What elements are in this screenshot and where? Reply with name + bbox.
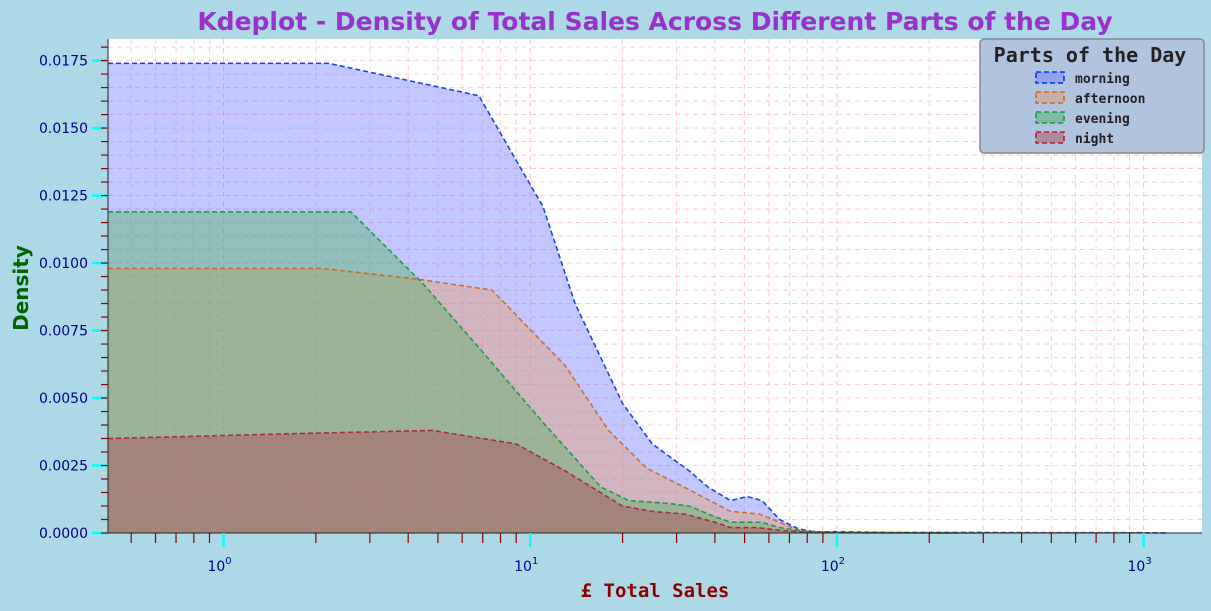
x-tick-label: 100 (207, 556, 231, 575)
legend-title: Parts of the Day (994, 43, 1187, 67)
y-tick-label: 0.0125 (39, 189, 88, 205)
y-tick-label: 0.0150 (39, 121, 88, 137)
y-tick-label: 0.0175 (39, 54, 88, 70)
x-tick-label: 101 (514, 556, 538, 575)
legend-swatch-afternoon (1035, 91, 1065, 104)
series-lines (107, 62, 1168, 534)
legend-label-morning: morning (1075, 72, 1130, 87)
legend-swatch-evening (1035, 111, 1065, 124)
legend-label-evening: evening (1075, 112, 1130, 127)
legend-label-night: night (1075, 132, 1114, 147)
legend-swatch-night (1035, 131, 1065, 144)
area-night (108, 430, 959, 533)
y-axis-label: Density (9, 245, 33, 331)
x-tick-label: 102 (821, 556, 845, 575)
x-tick-label: 103 (1128, 556, 1152, 575)
y-tick-label: 0.0000 (39, 526, 88, 542)
area-evening (108, 211, 984, 533)
line-evening (108, 210, 984, 534)
areas (108, 63, 1168, 534)
y-tick-label: 0.0100 (39, 256, 88, 272)
y-tick-label: 0.0050 (39, 391, 88, 407)
x-axis-label: £ Total Sales (581, 580, 730, 602)
line-night (107, 429, 959, 534)
line-afternoon (108, 267, 1151, 534)
y-tick-label: 0.0075 (39, 324, 88, 340)
legend-swatch-morning (1035, 71, 1065, 84)
chart-title: Kdeplot - Density of Total Sales Across … (197, 7, 1112, 36)
area-afternoon (108, 268, 1151, 533)
legend-box (979, 38, 1205, 154)
legend-label-afternoon: afternoon (1075, 92, 1145, 107)
area-morning (108, 63, 1168, 534)
legend: Parts of the Day morning afternoon evening… (979, 38, 1205, 154)
y-tick-label: 0.0025 (39, 459, 88, 475)
legend-items: morning afternoon evening night (1035, 71, 1145, 147)
